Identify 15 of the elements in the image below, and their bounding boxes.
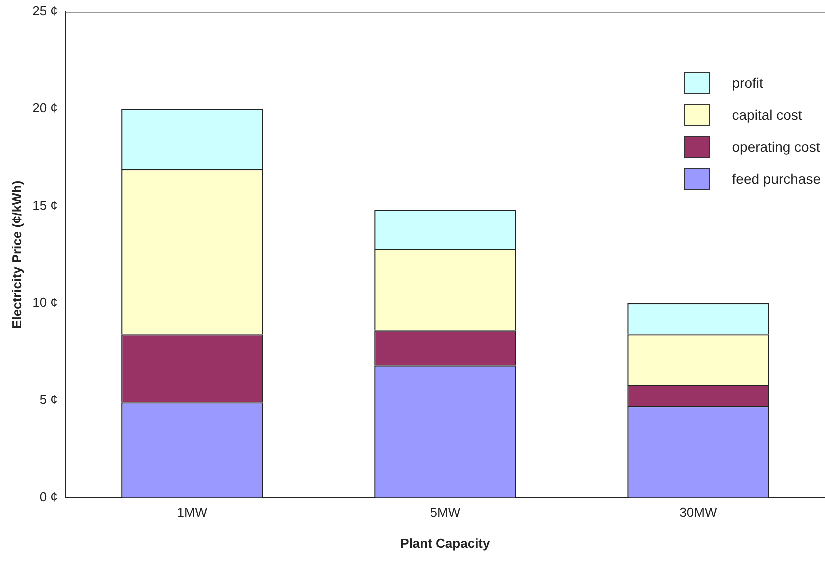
y-tick-label: 10 ¢ — [32, 295, 58, 310]
x-tick-label: 5MW — [430, 505, 462, 520]
y-axis-title: Electricity Price (¢/kWh) — [9, 180, 24, 329]
legend-label: capital cost — [732, 107, 802, 123]
y-tick-label: 15 ¢ — [32, 198, 58, 213]
y-tick-label: 20 ¢ — [32, 100, 58, 116]
y-tick-label: 0 ¢ — [40, 489, 58, 504]
legend-label: profit — [732, 75, 764, 91]
x-tick-label: 30MW — [680, 505, 718, 520]
legend-label: operating cost — [732, 139, 820, 155]
y-tick-label: 25 ¢ — [32, 4, 58, 19]
x-axis-title: Plant Capacity — [400, 536, 492, 551]
legend-label: feed purchase — [732, 171, 821, 187]
x-tick-label: 1MW — [177, 505, 208, 520]
y-tick-label: 5 ¢ — [40, 392, 58, 408]
